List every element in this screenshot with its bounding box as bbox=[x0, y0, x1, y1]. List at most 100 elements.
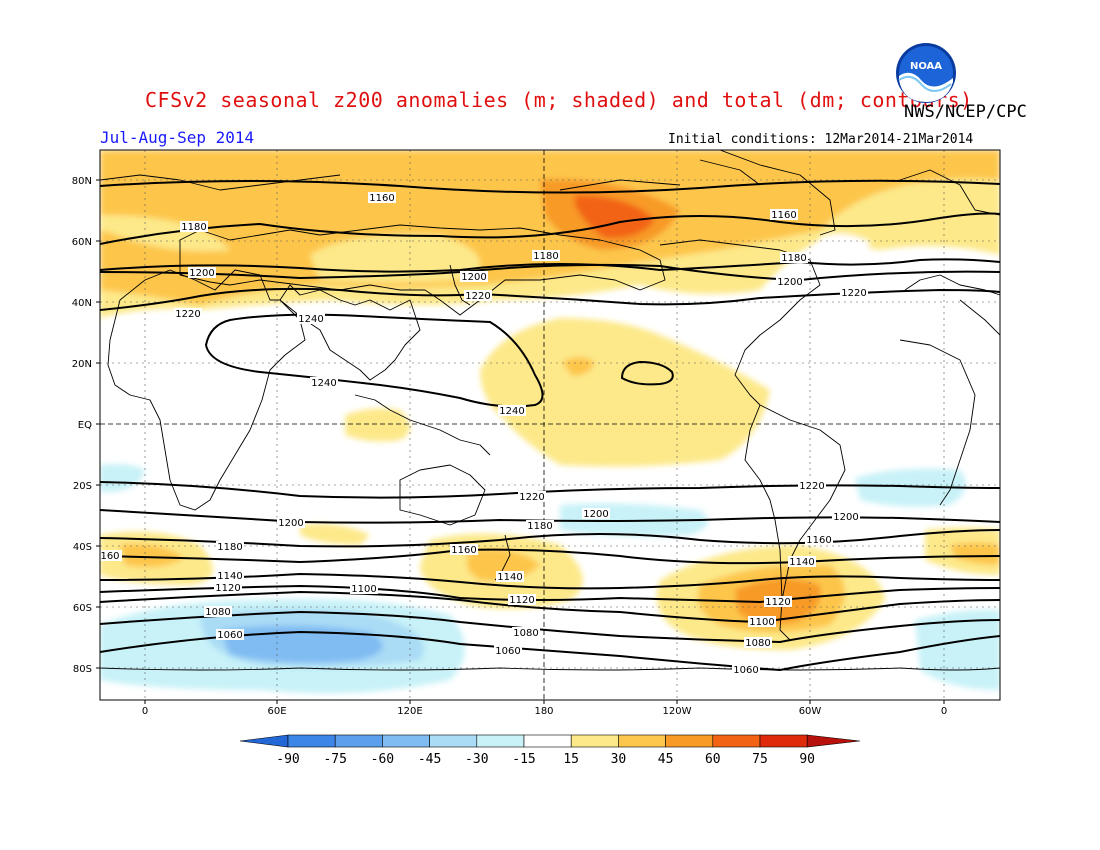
svg-text:1060: 1060 bbox=[217, 630, 242, 641]
contour-label: 1100 bbox=[350, 583, 378, 595]
lat-label: 80N bbox=[72, 176, 92, 187]
contour-label: 160 bbox=[100, 550, 122, 562]
contour-labels: 1160 1160 1180 1180 1180 1200 1200 1200 … bbox=[100, 192, 868, 676]
svg-text:1220: 1220 bbox=[799, 481, 824, 492]
initial-conditions-label: Initial conditions: 12Mar2014-21Mar2014 bbox=[668, 132, 974, 147]
svg-text:1080: 1080 bbox=[513, 628, 538, 639]
contour-label: 1180 bbox=[532, 250, 560, 262]
svg-text:1200: 1200 bbox=[833, 512, 858, 523]
colorbar-label: -60 bbox=[370, 752, 395, 767]
svg-text:1160: 1160 bbox=[806, 535, 831, 546]
contour-label: 1220 bbox=[464, 290, 492, 302]
colorbar-segment bbox=[523, 734, 572, 748]
svg-text:1120: 1120 bbox=[765, 597, 790, 608]
colorbar-segment bbox=[382, 734, 430, 748]
colorbar-label: -90 bbox=[276, 752, 300, 767]
svg-text:1200: 1200 bbox=[278, 518, 303, 529]
contour-label: 1180 bbox=[180, 221, 208, 233]
colorbar-segment bbox=[618, 734, 666, 748]
contour-label: 1200 bbox=[582, 508, 610, 520]
contour-label: 1200 bbox=[832, 511, 860, 523]
svg-text:1240: 1240 bbox=[311, 378, 336, 389]
colorbar-label: -45 bbox=[417, 752, 442, 767]
contour-label: 1180 bbox=[216, 541, 244, 553]
contour-label: 1140 bbox=[788, 556, 816, 568]
svg-text:1200: 1200 bbox=[777, 277, 802, 288]
svg-text:160: 160 bbox=[100, 551, 119, 562]
contour-label: 1200 bbox=[188, 267, 216, 279]
lon-label: 120W bbox=[663, 706, 692, 717]
lon-label: 120E bbox=[397, 706, 422, 717]
contour-label: 1120 bbox=[764, 596, 792, 608]
colorbar-label: -15 bbox=[512, 752, 536, 767]
svg-text:1220: 1220 bbox=[519, 492, 544, 503]
svg-text:1120: 1120 bbox=[509, 595, 534, 606]
contour-label: 1180 bbox=[780, 252, 808, 264]
season-label: Jul-Aug-Sep 2014 bbox=[100, 128, 255, 147]
svg-text:1140: 1140 bbox=[217, 571, 242, 582]
svg-text:1180: 1180 bbox=[217, 542, 242, 553]
agency-label: NWS/NCEP/CPC bbox=[904, 102, 1027, 122]
contour-label: 1220 bbox=[518, 491, 546, 503]
colorbar-label: 90 bbox=[799, 752, 816, 767]
colorbar-segment bbox=[806, 734, 861, 748]
map-frame bbox=[99, 149, 1001, 701]
colorbar-segment bbox=[429, 734, 478, 748]
contour-label: 1120 bbox=[508, 594, 536, 606]
lat-label: 80S bbox=[73, 664, 92, 675]
svg-text:1160: 1160 bbox=[771, 210, 796, 221]
colorbar-label: -75 bbox=[323, 752, 347, 767]
svg-text:1200: 1200 bbox=[583, 509, 608, 520]
svg-text:1180: 1180 bbox=[181, 222, 206, 233]
lat-label: 60N bbox=[72, 237, 92, 248]
svg-text:1240: 1240 bbox=[499, 406, 524, 417]
colorbar-segment bbox=[239, 734, 289, 748]
colorbar-segment bbox=[759, 734, 808, 748]
contour-label: 1200 bbox=[776, 276, 804, 288]
svg-text:1140: 1140 bbox=[789, 557, 814, 568]
colorbar-label: 15 bbox=[563, 752, 580, 767]
colorbar-segment bbox=[665, 734, 714, 748]
axis-ticks bbox=[96, 179, 945, 704]
contour-label: 1060 bbox=[216, 629, 244, 641]
contour-label: 1160 bbox=[450, 544, 478, 556]
colorbar-segment bbox=[570, 734, 619, 748]
contour-label: 1080 bbox=[744, 637, 772, 649]
svg-text:1060: 1060 bbox=[495, 646, 520, 657]
contour-label: 1120 bbox=[214, 582, 242, 594]
svg-text:1220: 1220 bbox=[175, 309, 200, 320]
svg-text:1100: 1100 bbox=[351, 584, 376, 595]
svg-text:1160: 1160 bbox=[369, 193, 394, 204]
contour-label: 1100 bbox=[748, 616, 776, 628]
svg-text:1060: 1060 bbox=[733, 665, 758, 676]
colorbar-segment bbox=[476, 734, 525, 748]
lat-label: 20N bbox=[72, 359, 92, 370]
colorbar-label: 30 bbox=[610, 752, 627, 767]
svg-text:1200: 1200 bbox=[189, 268, 214, 279]
contour-label: 1220 bbox=[174, 308, 202, 320]
svg-text:1180: 1180 bbox=[527, 521, 552, 532]
colorbar-label: -30 bbox=[465, 752, 489, 767]
contour-label: 1140 bbox=[496, 571, 524, 583]
colorbar-segment bbox=[334, 734, 383, 748]
contour-label: 1200 bbox=[460, 271, 488, 283]
lon-label: 180 bbox=[534, 706, 553, 717]
lat-label: 40S bbox=[73, 542, 92, 553]
chart-title: CFSv2 seasonal z200 anomalies (m; shaded… bbox=[145, 88, 973, 112]
svg-text:1120: 1120 bbox=[215, 583, 240, 594]
svg-text:1240: 1240 bbox=[298, 314, 323, 325]
contour-label: 1160 bbox=[368, 192, 396, 204]
svg-text:1200: 1200 bbox=[461, 272, 486, 283]
lat-label: EQ bbox=[78, 420, 92, 431]
contour-label: 1060 bbox=[732, 664, 760, 676]
lon-label: 0 bbox=[142, 706, 148, 717]
lon-label: 0 bbox=[941, 706, 947, 717]
contour-label: 1220 bbox=[798, 480, 826, 492]
lat-label: 40N bbox=[72, 298, 92, 309]
colorbar-segment bbox=[287, 734, 336, 748]
contour-label: 1240 bbox=[297, 313, 325, 325]
svg-text:1180: 1180 bbox=[781, 253, 806, 264]
colorbar-label: 45 bbox=[657, 752, 674, 767]
contour-label: 1160 bbox=[805, 534, 833, 546]
